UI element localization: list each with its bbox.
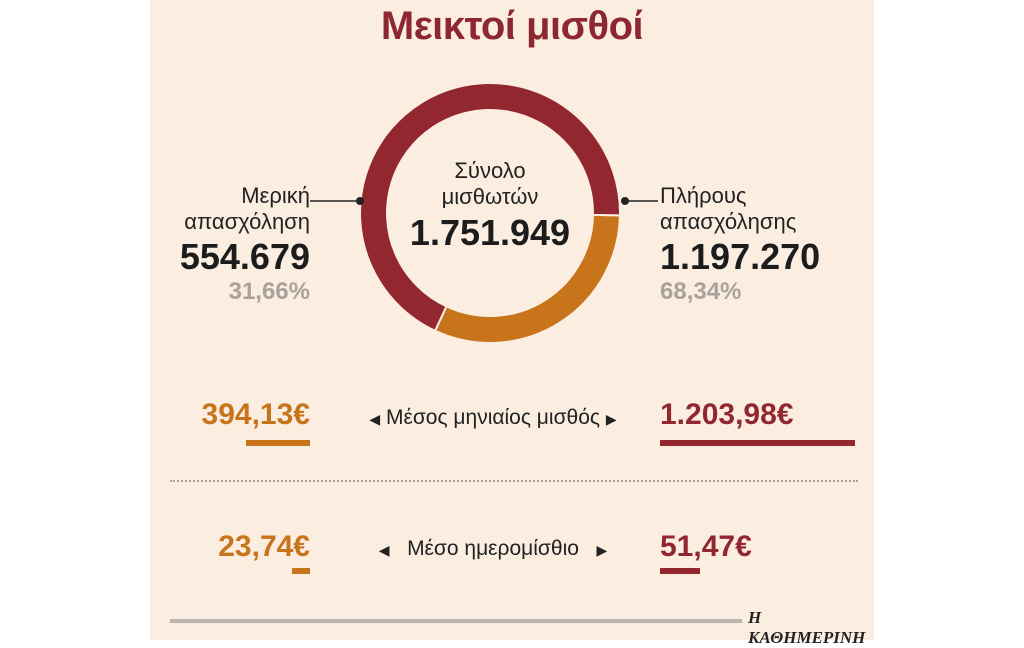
monthly-salary-label: ◀ Μέσος μηνιαίος μισθός ▶ bbox=[360, 406, 626, 430]
full-time-percent: 68,34% bbox=[660, 278, 742, 305]
left-arrow-icon: ◀ bbox=[369, 411, 381, 427]
chart-title: Μεικτοί μισθοί bbox=[380, 4, 644, 48]
daily-wage-label: ◀ Μέσο ημερομίσθιο ▶ bbox=[360, 537, 626, 561]
left-arrow-icon: ◀ bbox=[378, 542, 390, 558]
part-time-label-line1: Μερική bbox=[241, 183, 310, 208]
daily-wage-label-text: Μέσο ημερομίσθιο bbox=[407, 537, 579, 560]
monthly-full-time-value: 1.203,98€ bbox=[660, 398, 794, 431]
full-time-label-line1: Πλήρους bbox=[660, 183, 747, 208]
donut-slices bbox=[359, 82, 621, 344]
monthly-full-time-bar bbox=[660, 440, 855, 446]
left-leader-line bbox=[310, 197, 364, 205]
monthly-salary-label-text: Μέσος μηνιαίος μισθός bbox=[385, 406, 601, 429]
infographic-panel: Μεικτοί μισθοί Σύνολο μισθωτών 1.751.949… bbox=[150, 0, 874, 647]
monthly-part-time-bar bbox=[246, 440, 310, 446]
center-label-line2: μισθωτών bbox=[441, 184, 539, 209]
monthly-part-time-value: 394,13€ bbox=[201, 398, 310, 431]
right-arrow-icon: ▶ bbox=[605, 411, 617, 427]
part-time-percent: 31,66% bbox=[228, 278, 310, 305]
right-leader-line bbox=[621, 197, 658, 205]
full-time-label-line2: απασχόλησης bbox=[660, 209, 797, 234]
full-time-slice bbox=[359, 82, 621, 333]
right-arrow-icon: ▶ bbox=[596, 542, 608, 558]
daily-full-time-bar bbox=[660, 568, 700, 574]
daily-part-time-value: 23,74€ bbox=[218, 530, 310, 563]
part-time-value: 554.679 bbox=[179, 236, 310, 277]
part-time-label-line2: απασχόληση bbox=[184, 209, 310, 234]
center-total: 1.751.949 bbox=[409, 212, 571, 253]
source-credit: Η ΚΑΘΗΜΕΡΙΝΗ bbox=[748, 608, 866, 647]
donut-chart bbox=[359, 82, 621, 344]
daily-full-time-value: 51,47€ bbox=[660, 530, 752, 563]
full-time-value: 1.197.270 bbox=[660, 236, 821, 277]
daily-part-time-bar bbox=[292, 568, 310, 574]
section-divider bbox=[170, 480, 858, 482]
footer-rule bbox=[170, 619, 742, 623]
center-label-line1: Σύνολο bbox=[454, 158, 526, 183]
